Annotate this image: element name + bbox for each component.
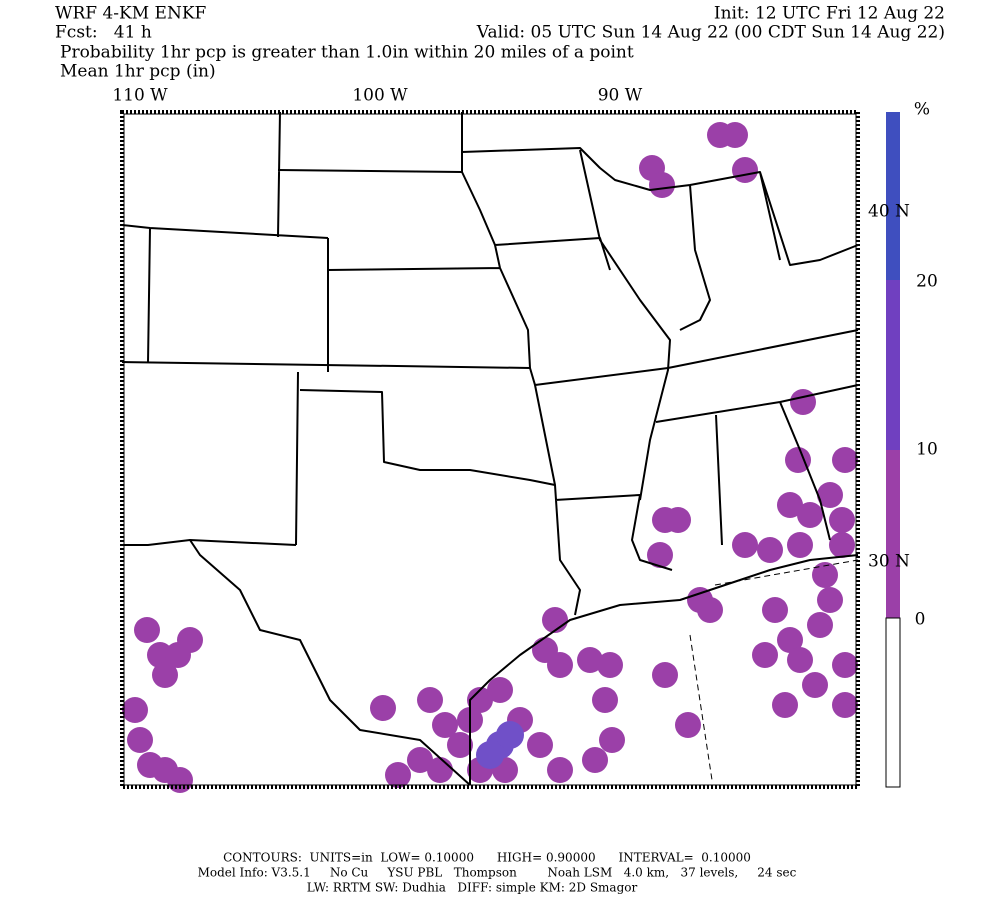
precip-area [829,532,855,558]
precip-area [542,607,568,633]
precip-area [582,747,608,773]
precip-area [817,587,843,613]
precip-area [807,612,833,638]
precip-area [427,757,453,783]
precip-area [577,647,603,673]
precip-area [797,502,823,528]
precip-area-high [476,741,504,769]
precip-area [675,712,701,738]
lon-label: 100 W [352,86,408,106]
map-frame [120,110,860,789]
precip-area [134,617,160,643]
model-name: WRF 4-KM ENKF [55,4,207,24]
precip-area [122,697,148,723]
precip-area [547,652,573,678]
precip-area [829,507,855,533]
precip-area [817,482,843,508]
precip-area [665,507,691,533]
precip-area [752,642,778,668]
precip-area [832,692,858,718]
precip-area [652,662,678,688]
precip-area [832,652,858,678]
precip-area [597,652,623,678]
precip-area [167,767,193,793]
precip-area [787,647,813,673]
precip-area [152,662,178,688]
colorbar-label: 0 [915,610,926,630]
precip-area [762,597,788,623]
colorbar-label: 10 [916,440,938,460]
precip-area [592,687,618,713]
precip-area [732,157,758,183]
map-frame-inner [123,113,857,786]
precip-area [432,712,458,738]
precip-area [732,532,758,558]
colorbar-unit: % [914,100,930,120]
precip-area [697,597,723,623]
precip-area [467,687,493,713]
precip-area [802,672,828,698]
precip-area-high [496,721,524,749]
colorbar-segment [885,617,901,788]
colorbar-segment [886,450,900,618]
precip-area [812,562,838,588]
precip-area [757,537,783,563]
precip-area [832,447,858,473]
precip-probability [122,122,858,793]
valid-time: Valid: 05 UTC Sun 14 Aug 22 (00 CDT Sun … [476,23,945,43]
precip-area [385,762,411,788]
precip-area [527,732,553,758]
precip-area [487,677,513,703]
state-borders [121,111,859,786]
footer-model-info: Model Info: V3.5.1 No Cu YSU PBL Thompso… [198,866,797,880]
field-title: Probability 1hr pcp is greater than 1.0i… [60,43,634,63]
precip-area [649,172,675,198]
precip-area [777,492,803,518]
precip-area [787,532,813,558]
field-subtitle: Mean 1hr pcp (in) [60,62,216,82]
lon-label: 90 W [598,86,643,106]
footer-contours: CONTOURS: UNITS=in LOW= 0.10000 HIGH= 0.… [223,851,751,865]
precip-area [407,747,433,773]
precip-area [722,122,748,148]
precip-area [785,447,811,473]
colorbar-segment [886,112,900,280]
precip-area [647,542,673,568]
precip-area [599,727,625,753]
precip-area [177,627,203,653]
forecast-hour: Fcst: 41 h [55,23,152,43]
precip-area [777,627,803,653]
lat-label: 30 N [868,552,910,572]
precip-area [147,642,173,668]
colorbar-segment [886,280,900,450]
init-time: Init: 12 UTC Fri 12 Aug 22 [714,4,945,24]
precip-area [790,389,816,415]
precip-area [772,692,798,718]
precip-area [127,727,153,753]
precip-area [447,732,473,758]
precip-area [370,695,396,721]
lon-label: 110 W [112,86,168,106]
footer-physics: LW: RRTM SW: Dudhia DIFF: simple KM: 2D … [307,881,638,895]
precip-area [547,757,573,783]
lat-label: 40 N [868,202,910,222]
colorbar-label: 20 [916,272,938,292]
precip-area [417,687,443,713]
colorbar [885,112,901,788]
